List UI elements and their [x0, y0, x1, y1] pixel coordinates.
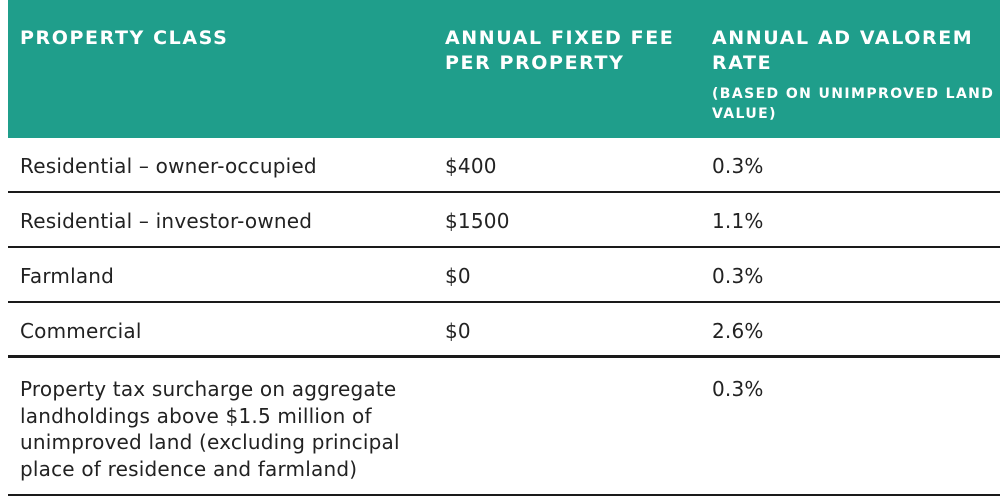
header-ad-valorem-rate-label: ANNUAL AD VALOREM RATE [712, 27, 974, 74]
header-fixed-fee: ANNUAL FIXED FEE PER PROPERTY [435, 26, 700, 138]
cell-fixed-fee: $400 [445, 154, 497, 178]
cell-property-class: Farmland [20, 264, 115, 288]
property-tax-table: PROPERTY CLASS ANNUAL FIXED FEE PER PROP… [8, 0, 1000, 496]
cell-property-class: Residential – investor-owned [20, 209, 313, 233]
cell-rate: 2.6% [712, 319, 764, 343]
table-header: PROPERTY CLASS ANNUAL FIXED FEE PER PROP… [8, 0, 1000, 138]
table-row: Residential – owner-occupied $400 0.3% [8, 138, 1000, 193]
table-row: Property tax surcharge on aggregate land… [8, 358, 1000, 496]
header-ad-valorem-rate-note: (BASED ON UNIMPROVED LAND VALUE) [712, 86, 995, 122]
header-ad-valorem-rate: ANNUAL AD VALOREM RATE (BASED ON UNIMPRO… [700, 26, 1000, 138]
cell-rate: 0.3% [712, 264, 764, 288]
header-property-class-label: PROPERTY CLASS [20, 27, 229, 49]
table-row: Farmland $0 0.3% [8, 248, 1000, 303]
table-row: Residential – investor-owned $1500 1.1% [8, 193, 1000, 248]
cell-fixed-fee: $0 [445, 319, 471, 343]
header-fixed-fee-label: ANNUAL FIXED FEE PER PROPERTY [445, 27, 675, 74]
cell-rate: 0.3% [712, 154, 764, 178]
cell-rate: 1.1% [712, 209, 764, 233]
header-property-class: PROPERTY CLASS [8, 26, 435, 138]
cell-rate: 0.3% [712, 377, 764, 401]
cell-property-class: Property tax surcharge on aggregate land… [20, 377, 400, 481]
cell-fixed-fee: $0 [445, 264, 471, 288]
table-row: Commercial $0 2.6% [8, 303, 1000, 358]
cell-fixed-fee: $1500 [445, 209, 510, 233]
cell-property-class: Residential – owner-occupied [20, 154, 317, 178]
cell-property-class: Commercial [20, 319, 142, 343]
